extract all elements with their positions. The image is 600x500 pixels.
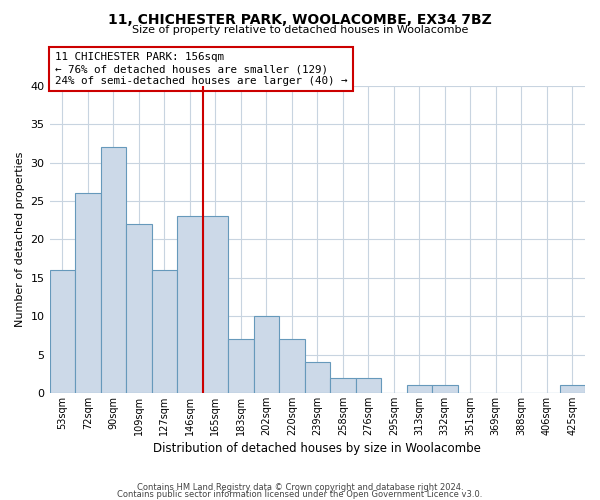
Bar <box>177 216 203 393</box>
Bar <box>152 270 177 393</box>
Bar <box>203 216 228 393</box>
Bar <box>126 224 152 393</box>
Bar <box>101 147 126 393</box>
Text: 11, CHICHESTER PARK, WOOLACOMBE, EX34 7BZ: 11, CHICHESTER PARK, WOOLACOMBE, EX34 7B… <box>108 12 492 26</box>
Text: 11 CHICHESTER PARK: 156sqm
← 76% of detached houses are smaller (129)
24% of sem: 11 CHICHESTER PARK: 156sqm ← 76% of deta… <box>55 52 347 86</box>
Bar <box>356 378 381 393</box>
Bar <box>560 385 585 393</box>
Text: Contains HM Land Registry data © Crown copyright and database right 2024.: Contains HM Land Registry data © Crown c… <box>137 484 463 492</box>
Bar <box>50 270 75 393</box>
Y-axis label: Number of detached properties: Number of detached properties <box>15 152 25 327</box>
Bar <box>228 339 254 393</box>
Bar <box>432 385 458 393</box>
Bar <box>279 339 305 393</box>
Bar <box>75 193 101 393</box>
Text: Size of property relative to detached houses in Woolacombe: Size of property relative to detached ho… <box>132 25 468 35</box>
Bar <box>407 385 432 393</box>
Bar <box>305 362 330 393</box>
Text: Contains public sector information licensed under the Open Government Licence v3: Contains public sector information licen… <box>118 490 482 499</box>
Bar <box>254 316 279 393</box>
Bar <box>330 378 356 393</box>
X-axis label: Distribution of detached houses by size in Woolacombe: Distribution of detached houses by size … <box>154 442 481 455</box>
